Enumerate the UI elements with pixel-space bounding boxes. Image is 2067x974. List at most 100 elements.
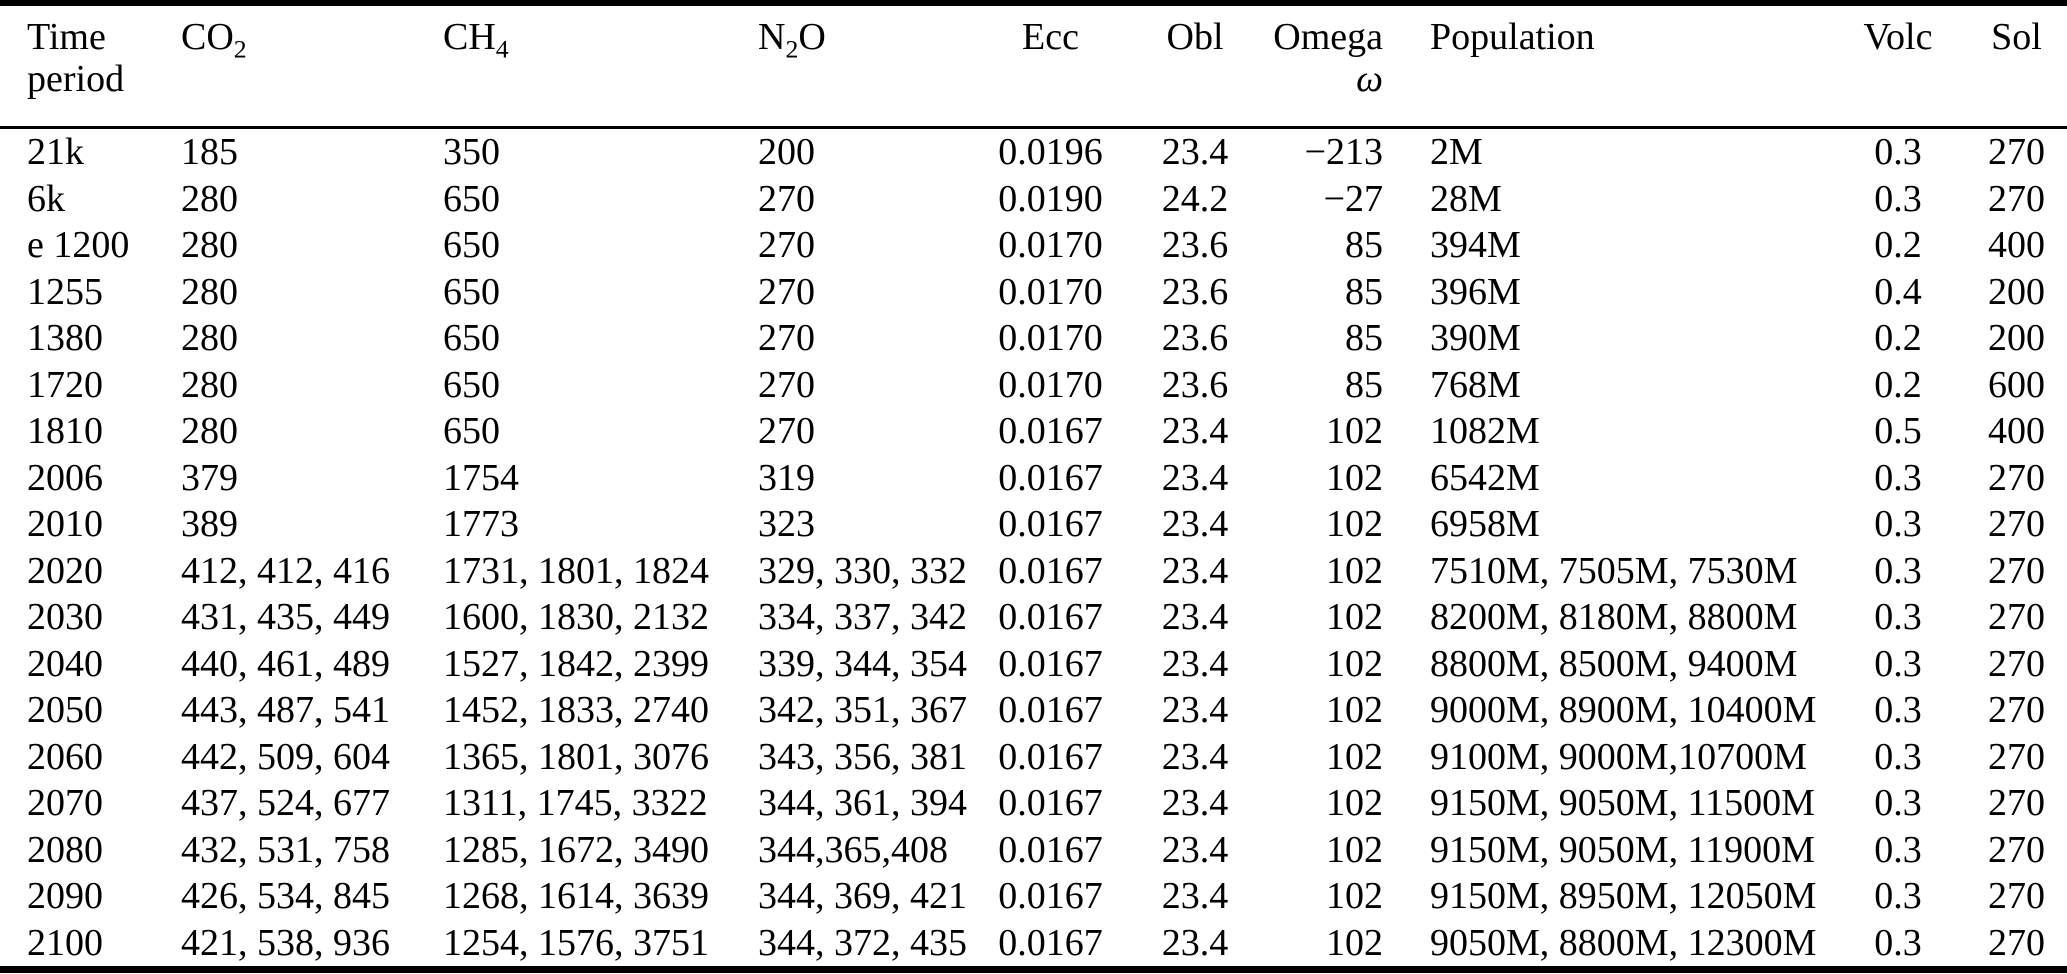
cell-ch4: 650: [443, 177, 500, 220]
cell-n2o: 342, 351, 367: [758, 689, 967, 731]
cell-co2: 431, 435, 449: [181, 596, 390, 638]
table-row: 2040 440, 461, 489 1527, 1842, 2399 339, 34…: [0, 641, 2067, 688]
cell-volc: 0.3: [1874, 596, 1922, 638]
cell-sol: 270: [1988, 828, 2045, 871]
cell-co2: 379: [181, 456, 238, 499]
cell-n2o: 339, 344, 354: [758, 642, 967, 685]
cell-population: 9100M, 9000M,10700M: [1430, 735, 1807, 778]
cell-time: 2060: [27, 735, 103, 778]
table-row: 1810 280 650 270 0.0167 23.4 102 1082M 0.5 400: [0, 408, 2067, 455]
table-row: 2070 437, 524, 677 1311, 1745, 3322 344, 36…: [0, 780, 2067, 827]
cell-population: 9150M, 8950M, 12050M: [1430, 875, 1817, 917]
cell-population: 28M: [1430, 177, 1502, 220]
cell-ch4: 1527, 1842, 2399: [443, 642, 709, 685]
cell-n2o: 344, 369, 421: [758, 875, 967, 917]
cell-sol: 270: [1988, 782, 2045, 824]
cell-sol: 270: [1988, 596, 2045, 638]
cell-obl: 23.4: [1161, 549, 1229, 592]
header-label: CH4: [443, 16, 730, 62]
cell-n2o: 270: [758, 270, 815, 313]
cell-omega: 102: [1326, 921, 1383, 964]
cell-co2: 442, 509, 604: [181, 735, 390, 778]
cell-time: 2040: [27, 642, 103, 685]
cell-obl: 23.4: [1161, 735, 1229, 778]
cell-omega: 85: [1345, 363, 1383, 406]
cell-ecc: 0.0170: [998, 224, 1103, 266]
cell-population: 394M: [1430, 224, 1521, 266]
cell-omega: 102: [1326, 456, 1383, 499]
cell-volc: 0.3: [1874, 177, 1922, 220]
header-label: Time: [27, 16, 106, 58]
cell-co2: 280: [181, 410, 238, 452]
cell-n2o: 270: [758, 224, 815, 266]
header-label-line2: period: [27, 58, 125, 100]
cell-population: 1082M: [1430, 410, 1540, 452]
col-header-population: Population: [1390, 3, 1830, 129]
table-row: 1380 280 650 270 0.0170 23.6 85 390M 0.2 200: [0, 315, 2067, 362]
cell-ecc: 0.0167: [998, 875, 1103, 917]
table-body: 21k 185 350 200 0.0196 23.4 −213 2M 0.3 270 6k 280 6…: [0, 128, 2067, 970]
cell-obl: 23.4: [1161, 828, 1229, 871]
cell-obl: 23.6: [1161, 270, 1229, 313]
cell-sol: 270: [1988, 503, 2045, 545]
table-row: 1720 280 650 270 0.0170 23.6 85 768M 0.2 600: [0, 362, 2067, 409]
cell-ch4: 1600, 1830, 2132: [443, 596, 709, 638]
cell-population: 9150M, 9050M, 11900M: [1430, 828, 1815, 871]
cell-sol: 270: [1988, 689, 2045, 731]
cell-sol: 270: [1988, 875, 2045, 917]
cell-omega: 102: [1326, 503, 1383, 545]
cell-population: 9150M, 9050M, 11500M: [1430, 782, 1815, 824]
cell-omega: 102: [1326, 689, 1383, 731]
col-header-co2: CO2: [154, 3, 416, 129]
cell-n2o: 334, 337, 342: [758, 596, 967, 638]
cell-n2o: 329, 330, 332: [758, 549, 967, 592]
col-header-sol: Sol: [1966, 3, 2067, 129]
cell-co2: 440, 461, 489: [181, 642, 390, 685]
cell-ch4: 1254, 1576, 3751: [443, 921, 709, 964]
cell-ch4: 650: [443, 410, 500, 452]
cell-time: e 1200: [27, 224, 130, 266]
cell-volc: 0.4: [1874, 270, 1922, 313]
cell-time: 1380: [27, 317, 103, 359]
cell-obl: 23.4: [1161, 503, 1229, 545]
cell-volc: 0.3: [1874, 921, 1922, 964]
cell-n2o: 270: [758, 410, 815, 452]
cell-co2: 280: [181, 177, 238, 220]
cell-obl: 23.4: [1161, 456, 1229, 499]
table-row: 2030 431, 435, 449 1600, 1830, 2132 334, 33…: [0, 594, 2067, 641]
cell-ch4: 650: [443, 317, 500, 359]
cell-n2o: 344, 372, 435: [758, 921, 967, 964]
cell-sol: 270: [1988, 456, 2045, 499]
cell-ch4: 1452, 1833, 2740: [443, 689, 709, 731]
cell-sol: 270: [1988, 642, 2045, 685]
cell-ecc: 0.0170: [998, 270, 1103, 313]
cell-sol: 270: [1988, 921, 2045, 964]
cell-omega: −213: [1304, 131, 1383, 173]
cell-obl: 23.6: [1161, 224, 1229, 266]
col-header-ch4: CH4: [416, 3, 731, 129]
header-subscript: 4: [495, 34, 509, 64]
cell-co2: 280: [181, 317, 238, 359]
cell-co2: 185: [181, 131, 238, 173]
cell-time: 2010: [27, 503, 103, 545]
header-text: CO: [181, 16, 234, 58]
cell-ecc: 0.0167: [998, 921, 1103, 964]
header-label: Volc: [1863, 16, 1933, 58]
col-header-volc: Volc: [1830, 3, 1966, 129]
table-row: 2100 421, 538, 936 1254, 1576, 3751 344, 37…: [0, 920, 2067, 970]
cell-omega: 102: [1326, 642, 1383, 685]
cell-ecc: 0.0170: [998, 363, 1103, 406]
header-label: Ecc: [1022, 16, 1079, 58]
cell-ecc: 0.0167: [998, 828, 1103, 871]
cell-ch4: 1754: [443, 456, 519, 499]
cell-obl: 23.4: [1161, 596, 1229, 638]
cell-omega: 102: [1326, 410, 1383, 452]
table-row: e 1200 280 650 270 0.0170 23.6 85 394M 0.2 400: [0, 222, 2067, 269]
cell-volc: 0.3: [1874, 456, 1922, 499]
cell-ecc: 0.0167: [998, 503, 1103, 545]
table-row: 21k 185 350 200 0.0196 23.4 −213 2M 0.3 270: [0, 128, 2067, 176]
cell-co2: 426, 534, 845: [181, 875, 390, 917]
cell-ch4: 1268, 1614, 3639: [443, 875, 709, 917]
cell-ecc: 0.0167: [998, 642, 1103, 685]
